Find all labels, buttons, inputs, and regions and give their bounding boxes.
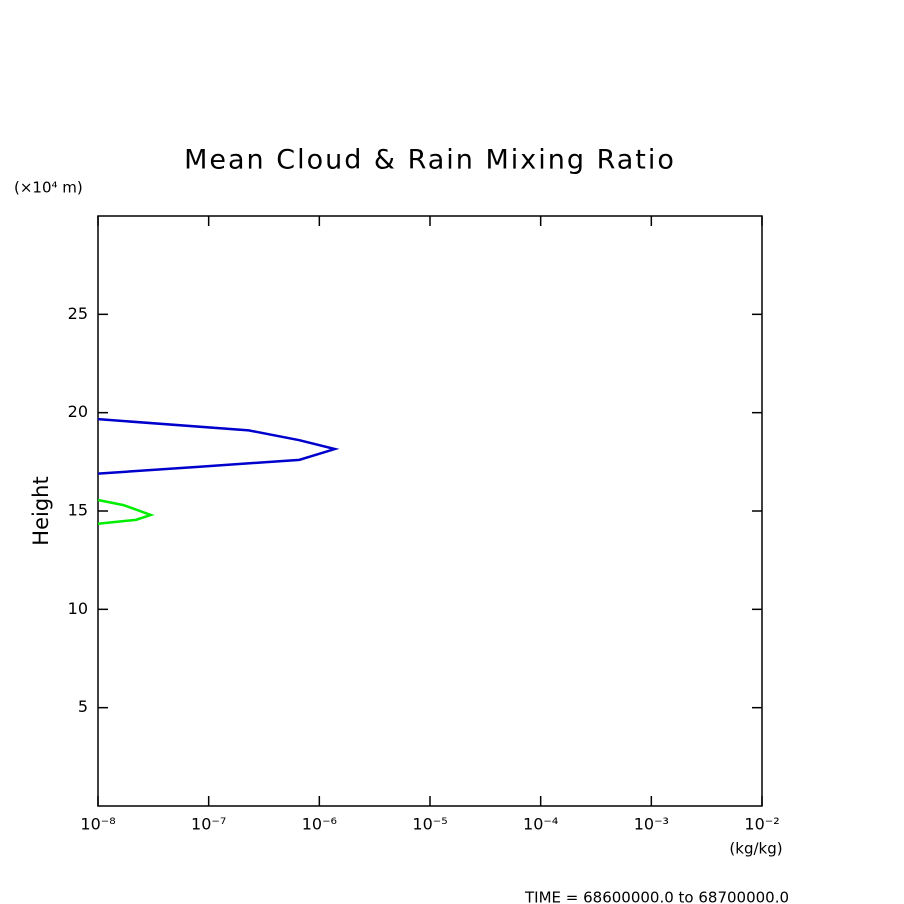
y-tick-label: 15 <box>68 501 88 520</box>
x-tick-label: 10⁻² <box>744 815 779 834</box>
x-unit: (kg/kg) <box>729 840 782 858</box>
x-tick-label: 10⁻³ <box>634 815 669 834</box>
y-tick-label: 20 <box>68 402 88 421</box>
profile-line <box>97 417 340 475</box>
profile-line <box>97 498 155 526</box>
chart-title: Mean Cloud & Rain Mixing Ratio <box>184 145 676 176</box>
y-tick-label: 10 <box>68 599 88 618</box>
y-tick-label: 25 <box>68 304 88 323</box>
x-tick-label: 10⁻⁴ <box>523 815 558 834</box>
plot-frame <box>97 215 763 807</box>
footer: TIME = 68600000.0 to 68700000.0 <box>524 889 789 904</box>
x-tick-label: 10⁻⁶ <box>302 815 337 834</box>
y-tick-label: 5 <box>78 697 88 716</box>
x-tick-label: 10⁻⁵ <box>412 815 447 834</box>
x-tick-label: 10⁻⁸ <box>80 815 115 834</box>
x-tick-label: 10⁻⁷ <box>191 815 226 834</box>
y-axis-label: Height <box>29 476 53 545</box>
y-unit: (×10⁴ m) <box>14 179 83 197</box>
